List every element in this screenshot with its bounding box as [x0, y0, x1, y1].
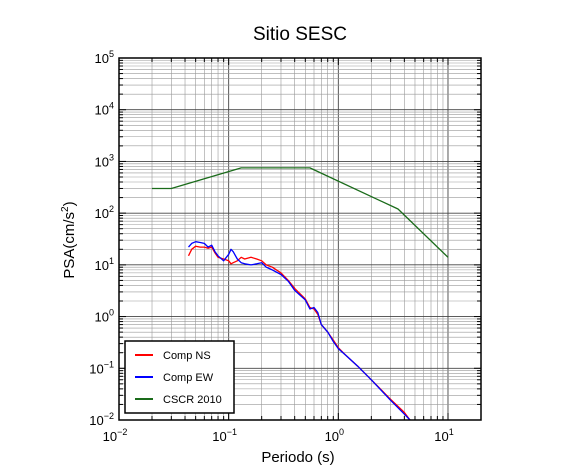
- chart-title: Sitio SESC: [253, 24, 347, 45]
- y-tick-label: 10−2: [89, 411, 114, 428]
- series-line-cscr-2010: [152, 167, 449, 258]
- x-tick-label-base: 10: [325, 429, 339, 444]
- x-tick-label-exp: −1: [227, 427, 237, 437]
- y-tick-label-base: 10: [89, 413, 103, 428]
- x-tick-label-base: 10: [212, 429, 226, 444]
- y-tick-label-exp: 1: [109, 256, 114, 266]
- y-tick-label: 105: [95, 49, 114, 66]
- ticks: [118, 57, 482, 421]
- x-tick-label: 101: [434, 427, 453, 444]
- y-tick-label-exp: −1: [104, 359, 114, 369]
- x-tick-label-exp: 1: [449, 427, 454, 437]
- legend-label: Comp EW: [163, 372, 214, 384]
- plot-frame: [118, 57, 482, 421]
- x-tick-label: 100: [325, 427, 344, 444]
- y-tick-label-base: 10: [95, 310, 109, 325]
- series-layer: [152, 167, 449, 421]
- y-tick-label: 104: [95, 101, 114, 118]
- x-tick-label: 10−2: [103, 427, 128, 444]
- grid: [118, 57, 482, 421]
- y-tick-label: 101: [95, 256, 114, 273]
- y-axis-label: PSA(cm/s2): [60, 201, 78, 278]
- y-tick-label: 10−1: [89, 359, 114, 376]
- y-tick-label-exp: 2: [109, 204, 114, 214]
- y-tick-label-exp: 5: [109, 49, 114, 59]
- y-tick-label: 103: [95, 152, 114, 169]
- y-tick-label-base: 10: [95, 258, 109, 273]
- x-tick-label: 10−1: [212, 427, 237, 444]
- y-tick-label-exp: 4: [109, 101, 114, 111]
- x-tick-label-exp: 0: [339, 427, 344, 437]
- y-tick-label-base: 10: [95, 206, 109, 221]
- x-axis-label: Periodo (s): [261, 449, 334, 466]
- y-tick-label-exp: 3: [109, 152, 114, 162]
- y-tick-label-base: 10: [95, 51, 109, 66]
- x-tick-label-base: 10: [103, 429, 117, 444]
- x-tick-label-exp: −2: [117, 427, 127, 437]
- y-tick-label-exp: −2: [104, 411, 114, 421]
- y-tick-label-base: 10: [89, 361, 103, 376]
- y-tick-label: 100: [95, 308, 114, 325]
- y-tick-label-base: 10: [95, 154, 109, 169]
- series-line-comp-ew: [188, 241, 411, 421]
- y-axis-label-base: PSA(cm/s: [61, 212, 78, 279]
- x-tick-labels: 10−2 10−1 100 101: [103, 427, 454, 444]
- y-axis-label-close: ): [61, 201, 78, 206]
- legend-label: CSCR 2010: [163, 394, 222, 406]
- legend: Comp NS Comp EW CSCR 2010: [124, 340, 235, 414]
- y-axis-label-exp: 2: [60, 206, 71, 212]
- y-tick-label: 102: [95, 204, 114, 221]
- x-tick-label-base: 10: [434, 429, 448, 444]
- y-tick-label-exp: 0: [109, 308, 114, 318]
- y-tick-label-base: 10: [95, 103, 109, 118]
- legend-label: Comp NS: [163, 350, 211, 362]
